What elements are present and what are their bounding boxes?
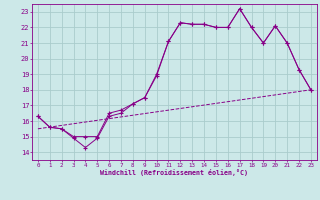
X-axis label: Windchill (Refroidissement éolien,°C): Windchill (Refroidissement éolien,°C) bbox=[100, 169, 248, 176]
